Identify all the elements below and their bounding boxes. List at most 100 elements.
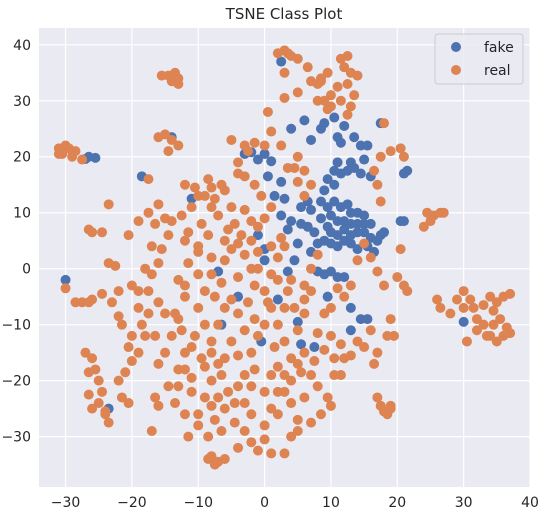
point-fake bbox=[302, 221, 313, 232]
point-real bbox=[206, 336, 217, 347]
point-real bbox=[60, 283, 71, 294]
point-real bbox=[312, 249, 323, 260]
point-fake bbox=[276, 56, 287, 67]
point-real bbox=[209, 193, 220, 204]
point-real bbox=[166, 134, 177, 145]
point-fake bbox=[329, 196, 340, 207]
point-real bbox=[266, 269, 277, 280]
point-real bbox=[266, 403, 277, 414]
point-real bbox=[209, 459, 220, 470]
point-real bbox=[233, 272, 244, 283]
point-real bbox=[279, 336, 290, 347]
point-real bbox=[93, 398, 104, 409]
point-real bbox=[193, 302, 204, 313]
point-real bbox=[365, 325, 376, 336]
point-real bbox=[319, 344, 330, 355]
point-real bbox=[369, 358, 380, 369]
point-real bbox=[246, 347, 257, 358]
point-real bbox=[352, 336, 363, 347]
point-real bbox=[143, 286, 154, 297]
point-real bbox=[345, 101, 356, 112]
point-fake bbox=[349, 132, 360, 143]
point-real bbox=[133, 347, 144, 358]
legend: fake real bbox=[434, 33, 524, 85]
point-real bbox=[126, 330, 137, 341]
point-fake bbox=[259, 255, 270, 266]
point-real bbox=[272, 409, 283, 420]
point-real bbox=[226, 202, 237, 213]
point-real bbox=[259, 386, 270, 397]
point-real bbox=[216, 370, 227, 381]
point-real bbox=[203, 174, 214, 185]
y-tick-label: 30 bbox=[13, 94, 31, 110]
point-fake bbox=[332, 157, 343, 168]
tick-labels: −30 −20 −10 0 10 20 30 40 −30 −20 −10 0 10 20 30 40 bbox=[1, 38, 538, 511]
point-real bbox=[133, 216, 144, 227]
point-fake bbox=[296, 339, 307, 350]
point-real bbox=[425, 216, 436, 227]
y-tick-label: −10 bbox=[1, 318, 31, 334]
point-real bbox=[279, 302, 290, 313]
point-real bbox=[213, 358, 224, 369]
point-real bbox=[252, 263, 263, 274]
point-fake bbox=[309, 227, 320, 238]
point-real bbox=[279, 448, 290, 459]
point-real bbox=[365, 252, 376, 263]
point-real bbox=[461, 336, 472, 347]
point-real bbox=[229, 417, 240, 428]
point-real bbox=[266, 241, 277, 252]
point-real bbox=[325, 302, 336, 313]
point-real bbox=[106, 297, 117, 308]
point-real bbox=[206, 400, 217, 411]
point-real bbox=[216, 426, 227, 437]
point-real bbox=[372, 179, 383, 190]
point-real bbox=[322, 67, 333, 78]
point-real bbox=[286, 431, 297, 442]
point-fake bbox=[402, 165, 413, 176]
point-real bbox=[166, 216, 177, 227]
point-real bbox=[292, 426, 303, 437]
point-real bbox=[312, 381, 323, 392]
point-real bbox=[372, 266, 383, 277]
point-fake bbox=[272, 294, 283, 305]
point-real bbox=[236, 230, 247, 241]
legend-label-fake: fake bbox=[484, 40, 514, 56]
point-real bbox=[243, 297, 254, 308]
point-real bbox=[60, 140, 71, 151]
point-real bbox=[385, 400, 396, 411]
point-real bbox=[342, 78, 353, 89]
point-real bbox=[292, 358, 303, 369]
point-fake bbox=[339, 224, 350, 235]
point-real bbox=[312, 328, 323, 339]
point-fake bbox=[325, 210, 336, 221]
point-real bbox=[299, 392, 310, 403]
point-real bbox=[239, 370, 250, 381]
point-real bbox=[183, 431, 194, 442]
point-real bbox=[259, 319, 270, 330]
point-real bbox=[501, 322, 512, 333]
point-fake bbox=[398, 216, 409, 227]
point-real bbox=[252, 246, 263, 257]
point-real bbox=[150, 392, 161, 403]
point-real bbox=[266, 370, 277, 381]
point-real bbox=[495, 314, 506, 325]
point-real bbox=[150, 218, 161, 229]
point-real bbox=[133, 302, 144, 313]
point-fake bbox=[329, 112, 340, 123]
legend-marker-fake bbox=[451, 42, 461, 52]
point-real bbox=[359, 238, 370, 249]
point-real bbox=[315, 409, 326, 420]
x-tick-label: 10 bbox=[322, 495, 340, 511]
point-real bbox=[246, 381, 257, 392]
point-fake bbox=[365, 218, 376, 229]
point-real bbox=[259, 213, 270, 224]
point-real bbox=[402, 286, 413, 297]
point-real bbox=[226, 244, 237, 255]
point-fake bbox=[325, 266, 336, 277]
point-real bbox=[379, 118, 390, 129]
point-real bbox=[219, 235, 230, 246]
point-real bbox=[219, 353, 230, 364]
point-real bbox=[206, 269, 217, 280]
x-tick-label: 0 bbox=[260, 495, 269, 511]
point-real bbox=[173, 314, 184, 325]
